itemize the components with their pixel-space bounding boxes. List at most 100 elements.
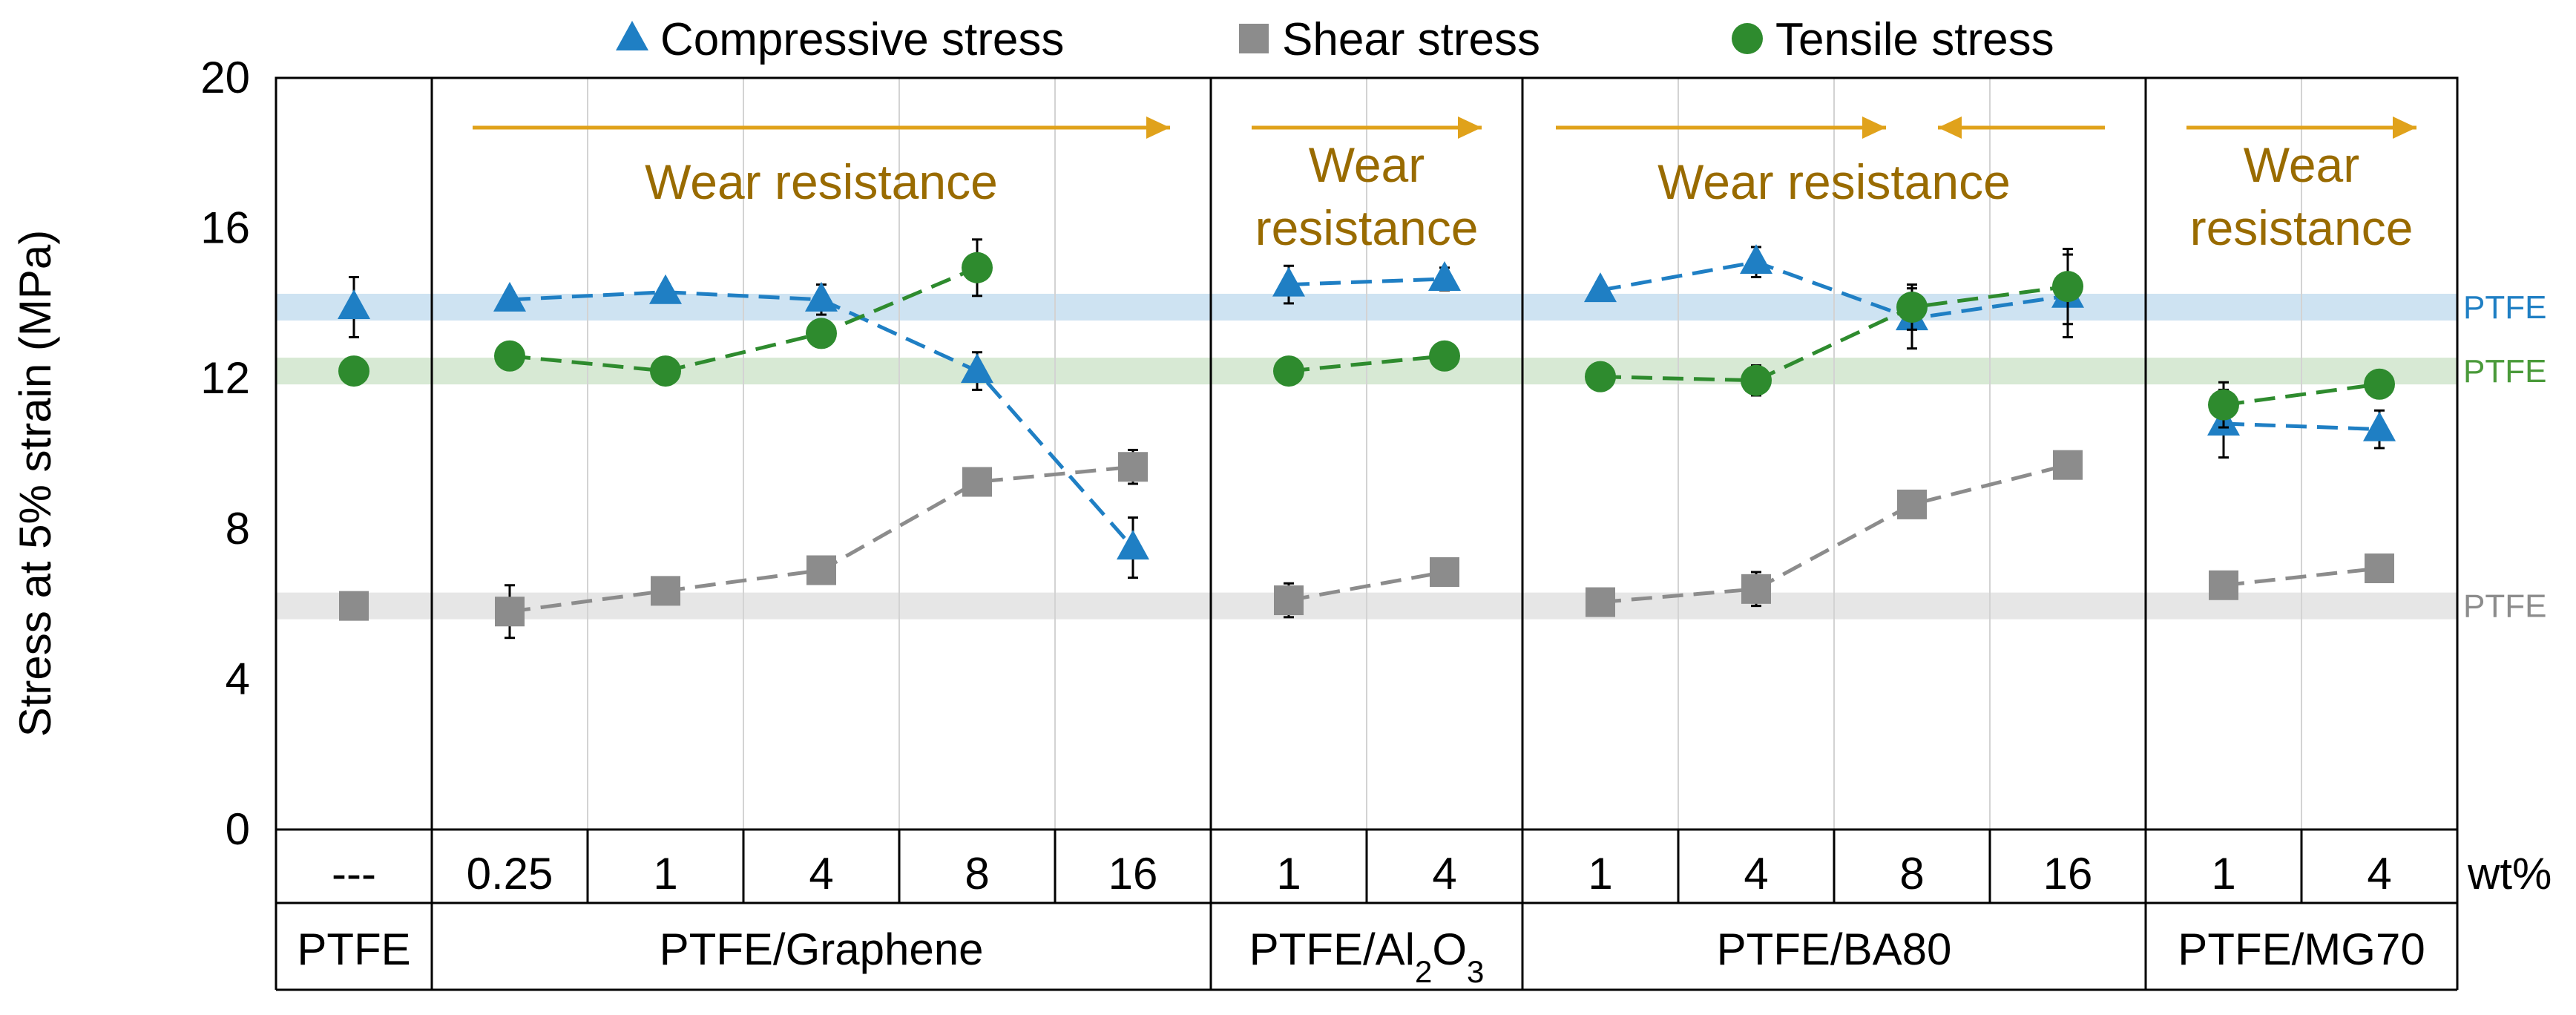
subscript: 2 — [1415, 954, 1432, 989]
legend-shear-marker — [1239, 24, 1269, 53]
y-tick-label: 20 — [200, 53, 250, 102]
group-label: PTFE/MG70 — [2178, 924, 2425, 974]
shear-point — [1741, 574, 1771, 604]
tensile-point — [2364, 368, 2395, 400]
wear-label: Wear resistance — [645, 154, 998, 209]
legend-label: Shear stress — [1282, 14, 1540, 65]
reference-label-1: PTFE — [2463, 289, 2546, 326]
y-tick-label: 0 — [226, 804, 250, 854]
compressive-point — [805, 281, 838, 312]
legend-compressive-marker — [616, 21, 648, 50]
wear-label: Wear resistance — [1657, 154, 2011, 209]
wear-label: resistance — [2190, 200, 2414, 255]
series-line — [1600, 260, 2069, 321]
y-tick-label: 8 — [226, 504, 250, 554]
tensile-point — [806, 318, 837, 349]
wear-arrowhead — [1458, 116, 1482, 139]
series-line — [1288, 277, 1445, 287]
group-label-part: O — [1432, 924, 1467, 974]
category-label: 1 — [2211, 849, 2235, 899]
tensile-point — [338, 355, 369, 387]
compressive-point — [2363, 411, 2396, 441]
category-label: 8 — [965, 849, 989, 899]
series-line — [1288, 354, 1445, 373]
category-label: 0.25 — [467, 849, 553, 899]
wear-label: resistance — [1255, 200, 1479, 255]
tensile-point — [1741, 364, 1772, 396]
tensile-point — [1896, 291, 1928, 323]
category-label: --- — [332, 849, 376, 899]
wear-arrowhead — [2393, 116, 2416, 139]
shear-point — [495, 597, 525, 627]
shear-point — [1274, 585, 1304, 616]
tensile-point — [1273, 355, 1304, 387]
shear-point — [2209, 570, 2238, 600]
series-line — [509, 266, 978, 373]
category-label: 16 — [1108, 849, 1158, 899]
compressive-point — [649, 274, 682, 304]
series-line — [2223, 421, 2380, 432]
wear-label: Wear — [1309, 137, 1425, 192]
compressive-point — [338, 289, 370, 319]
shear-point — [1430, 557, 1459, 588]
category-label: 16 — [2043, 849, 2093, 899]
shear-point — [651, 576, 680, 606]
compressive-point — [1428, 260, 1461, 291]
tensile-point — [1585, 361, 1616, 392]
category-label: 4 — [1744, 849, 1768, 899]
wear-arrowhead — [1146, 116, 1170, 139]
compressive-point — [1117, 530, 1149, 560]
tensile-point — [2208, 389, 2239, 421]
shear-point — [962, 467, 992, 497]
category-label: 8 — [1899, 849, 1924, 899]
tensile-point — [494, 340, 525, 372]
series-line — [1600, 284, 2069, 383]
category-label: 4 — [2367, 849, 2391, 899]
series-line — [1288, 570, 1445, 602]
y-tick-label: 4 — [226, 654, 250, 703]
category-label: 4 — [809, 849, 833, 899]
tensile-point — [650, 355, 681, 387]
shear-point — [1586, 587, 1615, 617]
legend-label: Tensile stress — [1775, 14, 2054, 65]
compressive-point — [1740, 244, 1772, 275]
shear-point — [1118, 452, 1148, 482]
tensile-point — [962, 252, 993, 283]
category-label: 4 — [1432, 849, 1456, 899]
compressive-point — [1584, 272, 1617, 303]
wear-label: Wear — [2244, 137, 2360, 192]
wear-arrowhead — [1938, 116, 1962, 139]
wear-arrowhead — [1862, 116, 1886, 139]
shear-point — [806, 555, 836, 585]
group-label-part: PTFE/Al — [1249, 924, 1415, 974]
y-tick-label: 16 — [200, 203, 250, 253]
subscript: 3 — [1467, 954, 1484, 989]
group-label: PTFE/Al2O3 — [1249, 924, 1485, 989]
tensile-point — [2052, 271, 2083, 303]
y-tick-label: 12 — [200, 353, 250, 403]
series-line — [2223, 566, 2380, 588]
legend-tensile-marker — [1732, 23, 1763, 54]
compressive-point — [1272, 266, 1305, 297]
group-label: PTFE/Graphene — [660, 924, 984, 974]
category-label: 1 — [653, 849, 677, 899]
compressive-point — [961, 353, 993, 384]
series-line — [509, 464, 1134, 614]
tensile-point — [1429, 340, 1460, 372]
compressive-point — [493, 281, 526, 312]
series-line — [1600, 463, 2069, 605]
shear-point — [2365, 553, 2394, 583]
shear-point — [2053, 450, 2083, 480]
category-label: 1 — [1588, 849, 1612, 899]
reference-label-3: PTFE — [2463, 588, 2546, 625]
category-label: 1 — [1276, 849, 1301, 899]
reference-label-2: PTFE — [2463, 353, 2546, 390]
shear-point — [339, 591, 369, 621]
legend-label: Compressive stress — [660, 14, 1064, 65]
shear-point — [1897, 489, 1927, 519]
y-axis-title: Stress at 5% strain (MPa) — [10, 230, 60, 738]
group-label: PTFE/BA80 — [1717, 924, 1952, 974]
unit-label: wt% — [2467, 849, 2552, 899]
series-line — [2223, 382, 2380, 407]
